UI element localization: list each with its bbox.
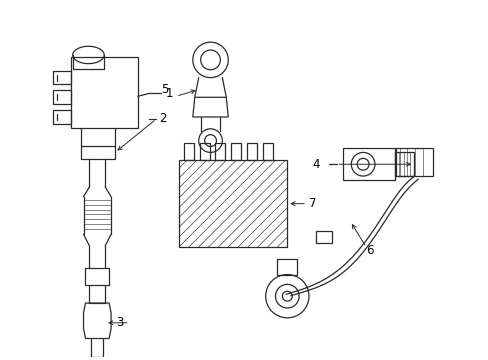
Text: 5: 5 xyxy=(161,83,168,96)
Text: 2: 2 xyxy=(159,112,166,125)
Text: 1: 1 xyxy=(165,87,172,100)
Text: 4: 4 xyxy=(311,158,319,171)
Text: 7: 7 xyxy=(308,197,316,210)
Text: 6: 6 xyxy=(366,244,373,257)
Text: 3: 3 xyxy=(116,316,123,329)
